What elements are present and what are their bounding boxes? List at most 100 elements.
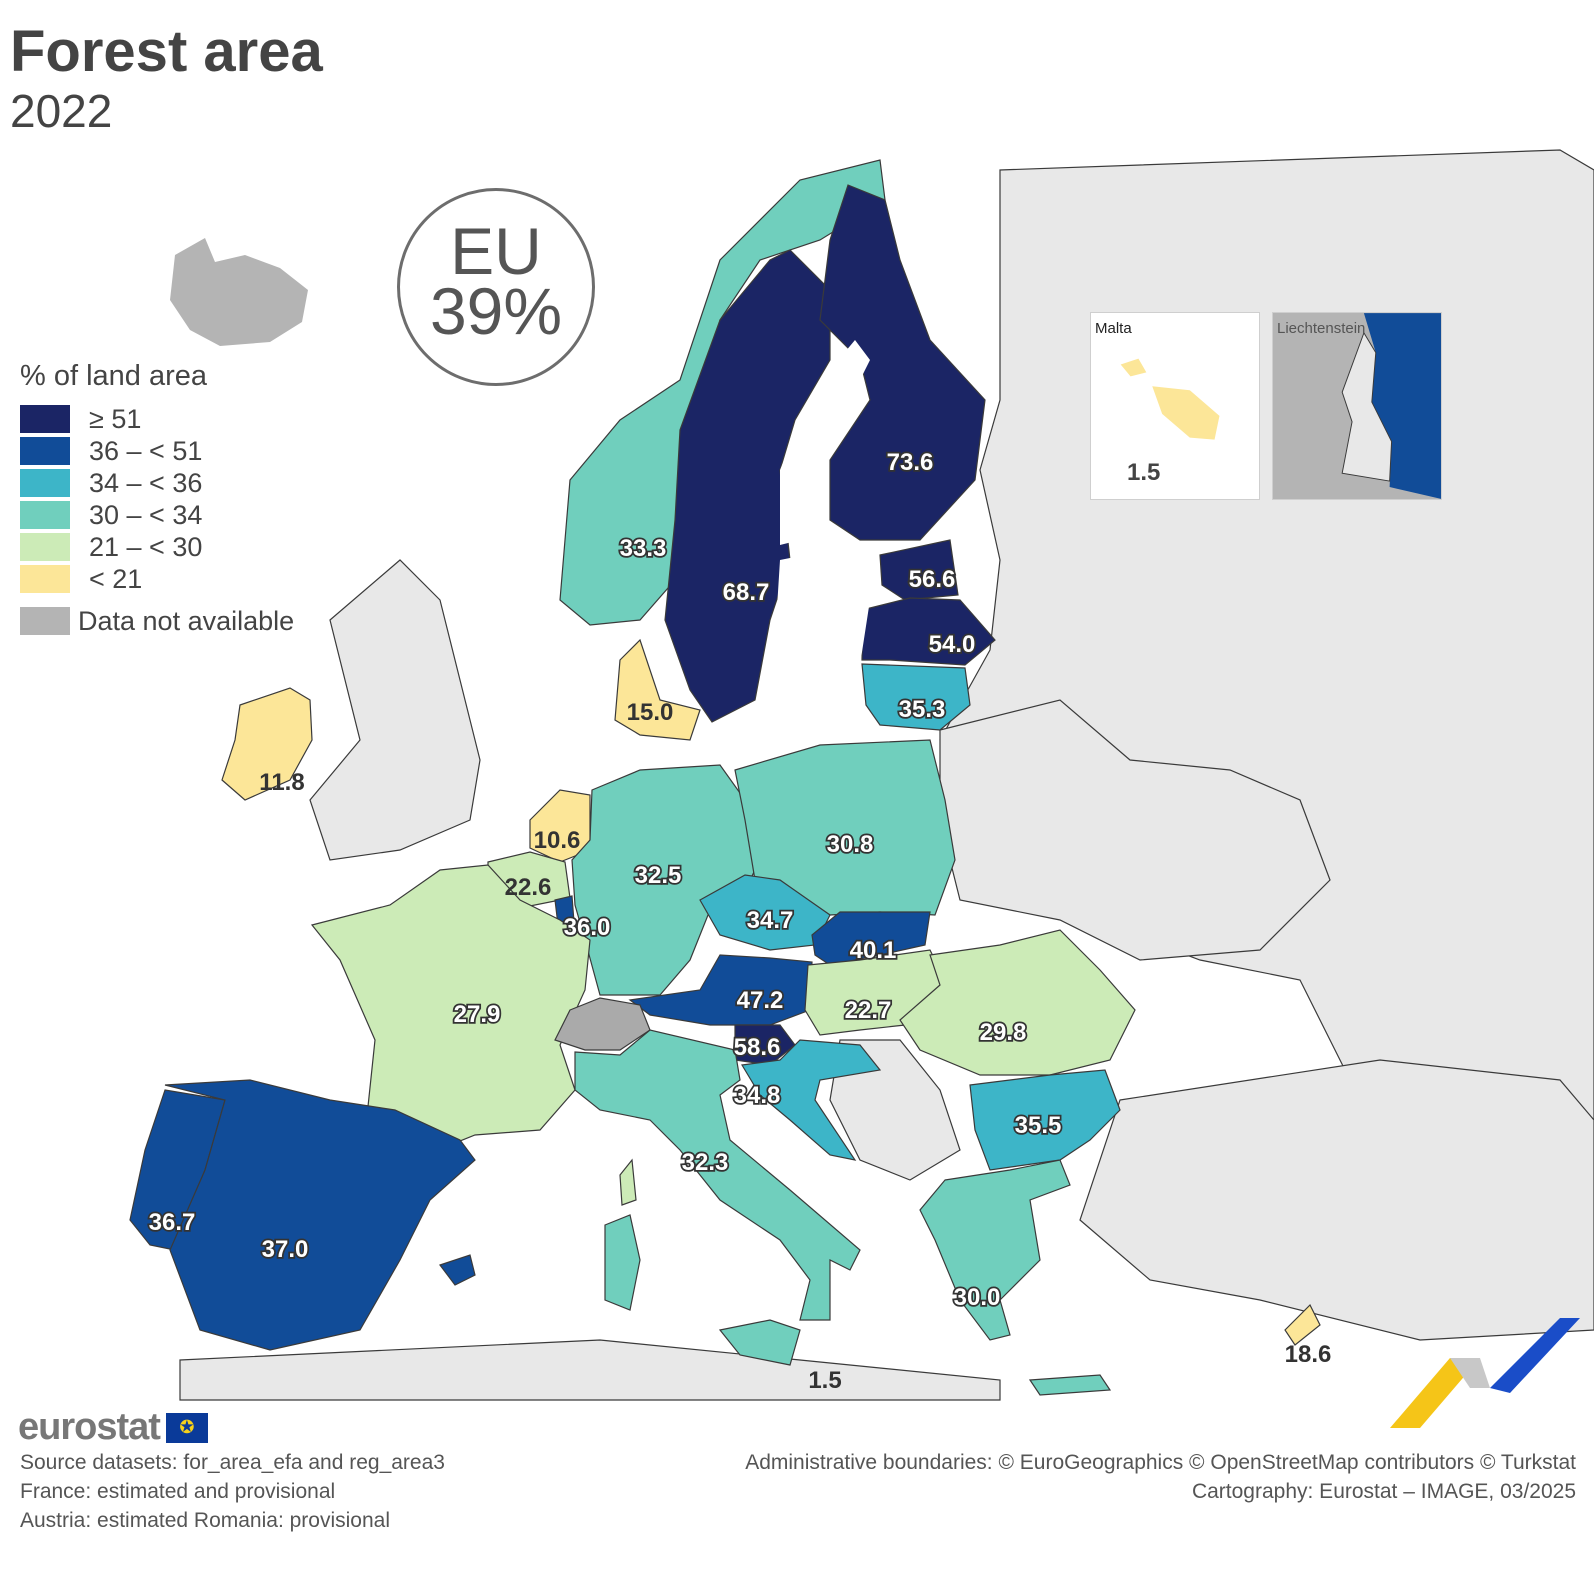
legend-label: Data not available	[78, 605, 295, 636]
legend-label: 36 – < 51	[89, 435, 203, 466]
sicily	[718, 1319, 801, 1366]
map-subtitle: 2022	[10, 85, 113, 137]
eurostat-wordmark: eurostat	[18, 1406, 161, 1448]
norway	[559, 159, 886, 626]
ireland	[221, 687, 313, 801]
value-germany: 32.5	[635, 862, 682, 889]
denmark	[614, 638, 701, 741]
uk-land	[309, 559, 481, 861]
slovakia	[811, 911, 931, 966]
legend-label: 30 – < 34	[89, 499, 203, 530]
value-hungary: 22.7	[845, 997, 892, 1024]
north-africa-land	[179, 1339, 1001, 1401]
value-lithuania: 35.3	[899, 696, 946, 723]
eurostat-logo: eurostat ✪	[18, 1406, 208, 1449]
legend-item-not-available: Data not available	[20, 605, 294, 637]
value-malta-main: 1.5	[808, 1367, 841, 1394]
liechtenstein-shape	[1341, 313, 1441, 499]
credit-line: Cartography: Eurostat – IMAGE, 03/2025	[1191, 1480, 1576, 1503]
eu-average-badge: EU 39%	[397, 188, 595, 386]
switzerland	[554, 997, 651, 1051]
legend-item: ≥ 51	[20, 403, 294, 435]
spain	[164, 1079, 476, 1351]
latvia	[861, 597, 996, 666]
value-portugal: 36.7	[149, 1209, 196, 1236]
value-finland: 73.6	[887, 449, 934, 476]
inset-liechtenstein-name: Liechtenstein	[1277, 320, 1366, 337]
balearic-islands	[439, 1254, 476, 1286]
france	[310, 864, 591, 1156]
legend-swatch	[20, 405, 70, 433]
sardinia	[604, 1214, 641, 1311]
eu-flag-icon: ✪	[165, 1412, 208, 1443]
ukraine-belarus-land	[939, 699, 1331, 961]
estonia	[879, 539, 959, 601]
germany	[571, 764, 761, 996]
legend-swatch	[20, 533, 70, 561]
legend-item: < 21	[20, 563, 294, 595]
legend-swatch	[20, 501, 70, 529]
credit-line: Administrative boundaries: © EuroGeograp…	[745, 1451, 1576, 1474]
legend-item: 30 – < 34	[20, 499, 294, 531]
finland	[819, 184, 986, 541]
value-slovenia: 58.6	[734, 1034, 781, 1061]
legend: % of land area ≥ 51 36 – < 51 34 – < 36 …	[20, 360, 294, 637]
eurostat-brand-mark-icon	[1390, 1318, 1580, 1428]
inset-liechtenstein: Liechtenstein	[1272, 312, 1442, 500]
malta-shape	[1120, 358, 1220, 440]
crete	[1028, 1374, 1112, 1396]
iceland	[170, 238, 308, 346]
inset-malta-value: 1.5	[1127, 459, 1161, 486]
legend-swatch	[20, 565, 70, 593]
value-greece: 30.0	[954, 1284, 1001, 1311]
value-ireland: 11.8	[259, 769, 304, 796]
value-cyprus: 18.6	[1285, 1341, 1332, 1368]
greece	[919, 1159, 1071, 1341]
balkans-land	[829, 1039, 961, 1181]
source-line: Austria: estimated Romania: provisional	[20, 1509, 391, 1532]
gulf-of-bothnia	[780, 340, 870, 545]
legend-label: < 21	[89, 563, 143, 594]
value-luxembourg: 36.0	[564, 914, 611, 941]
value-belgium: 22.6	[505, 874, 552, 901]
turkey-land	[1079, 1059, 1594, 1341]
legend-item: 34 – < 36	[20, 467, 294, 499]
luxembourg	[554, 895, 575, 926]
inset-malta: Malta 1.5	[1090, 312, 1260, 500]
romania	[899, 929, 1136, 1076]
value-austria: 47.2	[737, 987, 784, 1014]
source-line: France: estimated and provisional	[20, 1480, 336, 1503]
corsica	[619, 1158, 637, 1206]
value-slovakia: 40.1	[850, 937, 897, 964]
value-netherlands: 10.6	[534, 827, 581, 854]
legend-label: 21 – < 30	[89, 531, 203, 562]
croatia	[741, 1039, 882, 1161]
lithuania	[861, 663, 971, 731]
value-czechia: 34.7	[747, 907, 794, 934]
source-line: Source datasets: for_area_efa and reg_ar…	[20, 1451, 445, 1474]
eu-badge-label: EU	[450, 214, 542, 288]
value-norway: 33.3	[620, 535, 667, 562]
legend-swatch	[20, 607, 70, 635]
source-notes: Source datasets: for_area_efa and reg_ar…	[20, 1448, 445, 1535]
italy	[574, 1029, 861, 1321]
value-poland: 30.8	[827, 831, 874, 858]
value-sweden: 68.7	[723, 579, 770, 606]
credits: Administrative boundaries: © EuroGeograp…	[745, 1448, 1576, 1506]
legend-title: % of land area	[20, 360, 208, 392]
baltic-sea	[755, 550, 870, 745]
legend-label: 34 – < 36	[89, 467, 203, 498]
value-italy: 32.3	[682, 1149, 729, 1176]
inset-malta-name: Malta	[1095, 320, 1132, 337]
value-romania: 29.8	[980, 1019, 1027, 1046]
legend-swatch	[20, 437, 70, 465]
value-denmark: 15.0	[627, 699, 674, 726]
value-spain: 37.0	[262, 1236, 309, 1263]
bulgaria	[969, 1069, 1121, 1171]
legend-item: 21 – < 30	[20, 531, 294, 563]
legend-swatch	[20, 469, 70, 497]
value-latvia: 54.0	[929, 631, 976, 658]
legend-label: ≥ 51	[89, 403, 142, 434]
value-estonia: 56.6	[909, 566, 956, 593]
